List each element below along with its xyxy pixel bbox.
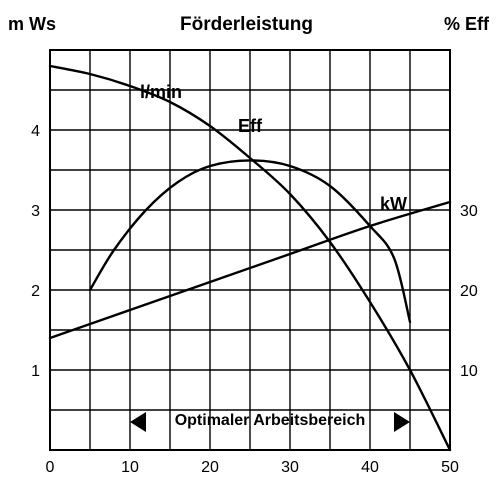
y-left-tick-label: 2 — [31, 283, 40, 300]
curve-label-kw: kW — [380, 194, 407, 215]
x-tick-label: 50 — [441, 459, 459, 476]
x-tick-label: 30 — [281, 459, 299, 476]
y-right-tick-label: 30 — [460, 203, 478, 220]
x-tick-label: 10 — [121, 459, 139, 476]
curve-label-eff: Eff — [238, 116, 262, 137]
optimal-range-label: Optimaler Arbeitsbereich — [150, 412, 390, 430]
y-left-tick-label: 1 — [31, 363, 40, 380]
x-tick-label: 20 — [201, 459, 219, 476]
curve-label-lmin: l/min — [140, 82, 182, 103]
y-axis-left-label: m Ws — [8, 14, 56, 35]
y-right-tick-label: 10 — [460, 363, 478, 380]
y-axis-right-label: % Eff — [444, 14, 489, 35]
x-tick-label: 40 — [361, 459, 379, 476]
y-right-tick-label: 20 — [460, 283, 478, 300]
chart-root: Förderleistung m Ws % Eff l/min Eff kW O… — [0, 0, 500, 500]
chart-title: Förderleistung — [180, 14, 313, 36]
y-left-tick-label: 3 — [31, 203, 40, 220]
x-tick-label: 0 — [46, 459, 55, 476]
y-left-tick-label: 4 — [31, 123, 40, 140]
